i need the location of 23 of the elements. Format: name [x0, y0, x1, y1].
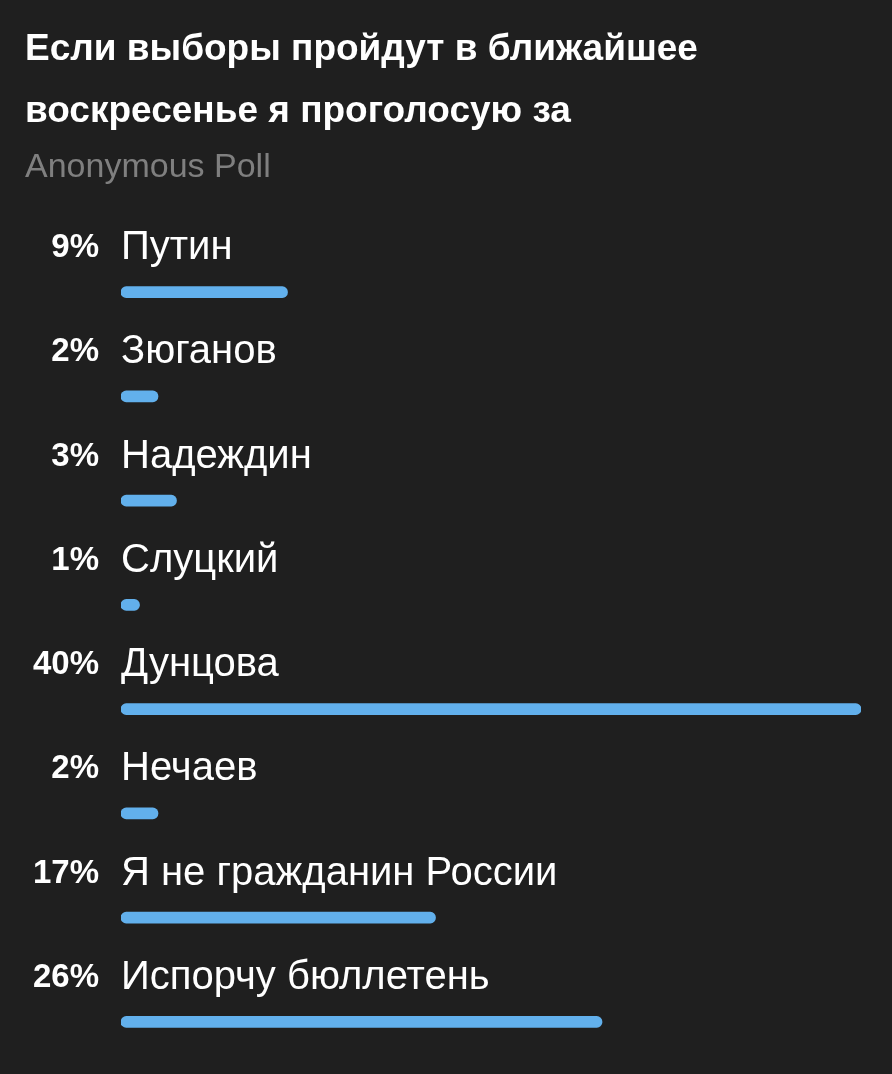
- bar: [121, 703, 861, 715]
- y-tick-label: Слуцкий: [121, 535, 279, 580]
- bar: [121, 1016, 603, 1028]
- data-label: 2%: [51, 748, 99, 786]
- data-label: 9%: [51, 227, 99, 265]
- data-label: 26%: [32, 956, 99, 994]
- y-tick-label: Зюганов: [121, 327, 277, 372]
- chart-title: Если выборы пройдут в ближайшее воскресенье я проголосую за: [25, 26, 699, 132]
- data-label: 3%: [51, 435, 99, 473]
- bar: [121, 286, 288, 298]
- y-tick-label: Испорчу бюллетень: [121, 952, 490, 997]
- data-label: 2%: [51, 331, 99, 369]
- y-tick-label: Нечаев: [121, 744, 258, 789]
- y-tick-label: Я не гражданин России: [121, 848, 558, 893]
- y-tick-label: Путин: [121, 223, 233, 268]
- y-tick-label: Дунцова: [121, 640, 280, 685]
- chart-subtitle: Anonymous Poll: [25, 145, 271, 186]
- bar: [121, 494, 177, 507]
- data-label: 17%: [32, 852, 99, 890]
- data-label: 40%: [32, 644, 99, 682]
- data-label: 1%: [51, 539, 99, 577]
- bar: [121, 911, 436, 924]
- y-tick-label: Надеждин: [121, 431, 312, 476]
